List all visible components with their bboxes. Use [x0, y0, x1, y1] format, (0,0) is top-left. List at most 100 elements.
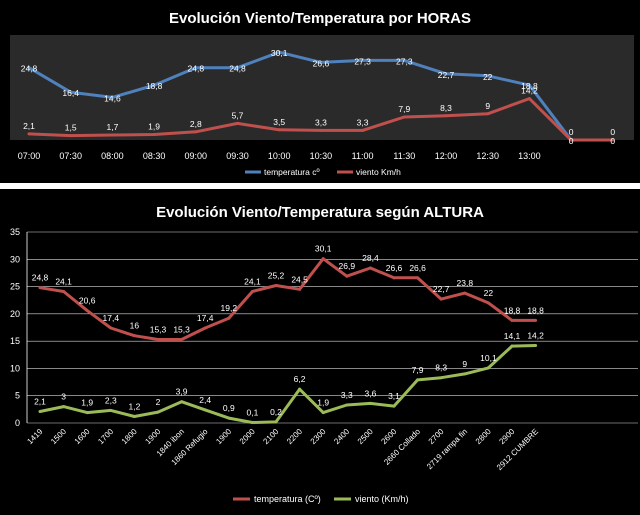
data-label: 18,8	[504, 305, 521, 315]
data-point	[345, 403, 349, 407]
data-point	[298, 287, 302, 291]
data-point	[85, 309, 89, 313]
data-label: 14,6	[104, 93, 121, 103]
data-label: 7,9	[398, 104, 410, 114]
data-label: 0	[610, 127, 615, 137]
data-point	[109, 326, 113, 330]
data-point	[510, 318, 514, 322]
data-label: 24,8	[229, 64, 246, 74]
series-line-temperatura	[39, 257, 536, 341]
data-label: 18,8	[527, 305, 544, 315]
data-point	[486, 112, 490, 116]
data-label: 24,1	[244, 276, 261, 286]
x-tick-label: 2000	[238, 427, 257, 446]
data-label: 15,3	[150, 325, 167, 335]
altitude-chart: Evolución Viento/Temperatura según ALTUR…	[10, 204, 638, 504]
x-tick-label: 13:00	[518, 151, 541, 161]
data-label: 0	[569, 136, 574, 146]
data-label: 17,4	[103, 313, 120, 323]
data-label: 1,2	[128, 401, 140, 411]
data-label: 10,1	[480, 353, 497, 363]
data-point	[444, 72, 448, 76]
data-point	[236, 121, 239, 125]
data-label: 5,7	[232, 110, 244, 120]
data-point	[194, 66, 198, 70]
data-label: 19,2	[221, 303, 238, 313]
x-tick-label: 1419	[25, 427, 44, 446]
data-point	[534, 318, 538, 322]
data-point	[274, 283, 278, 287]
x-tick-label: 2700	[427, 427, 446, 446]
data-label: 24,8	[21, 64, 38, 74]
data-point	[298, 387, 302, 391]
data-point	[203, 408, 207, 412]
data-label: 22	[483, 72, 493, 82]
data-label: 26,9	[339, 261, 356, 271]
data-point	[527, 97, 531, 101]
data-label: 2,8	[190, 119, 202, 129]
x-tick-label: 2500	[356, 427, 375, 446]
data-label: 1,5	[65, 123, 77, 133]
data-point	[132, 414, 136, 418]
x-tick-label: 2400	[332, 427, 351, 446]
data-point	[27, 66, 31, 70]
data-point	[368, 401, 372, 405]
x-tick-label: 08:00	[101, 151, 124, 161]
data-label: 26,6	[313, 58, 330, 68]
data-label: 0,9	[223, 403, 235, 413]
x-tick-label: 07:30	[59, 151, 82, 161]
data-label: 3,6	[364, 388, 376, 398]
data-point	[236, 66, 239, 70]
x-tick-label: 1900	[214, 427, 233, 446]
data-label: 1,9	[148, 121, 160, 131]
data-point	[203, 326, 207, 330]
y-tick-label: 25	[10, 282, 20, 292]
data-point	[277, 128, 281, 132]
data-point	[85, 411, 89, 415]
data-point	[180, 338, 184, 342]
data-point	[156, 338, 160, 342]
data-point	[534, 344, 538, 348]
data-label: 3,3	[341, 390, 353, 400]
y-tick-label: 0	[15, 418, 20, 428]
data-point	[27, 132, 31, 136]
data-label: 16,4	[62, 88, 79, 98]
data-point	[69, 134, 73, 138]
y-tick-label: 35	[10, 227, 20, 237]
data-point	[439, 376, 443, 380]
data-label: 0	[610, 136, 615, 146]
data-point	[156, 410, 160, 414]
data-point	[416, 276, 420, 280]
data-label: 7,9	[412, 365, 424, 375]
data-label: 2,3	[105, 395, 117, 405]
x-tick-label: 2200	[285, 427, 304, 446]
x-tick-label: 11:30	[393, 151, 415, 161]
data-point	[62, 289, 66, 293]
chart-divider	[0, 183, 640, 189]
data-point	[510, 344, 514, 348]
data-point	[319, 128, 323, 132]
legend-label: viento Km/h	[356, 167, 401, 177]
data-label: 24,1	[55, 276, 72, 286]
x-tick-label: 2300	[309, 427, 328, 446]
data-label: 24,8	[32, 273, 49, 283]
data-point	[416, 378, 420, 382]
data-label: 9	[462, 359, 467, 369]
series-line-viento	[39, 344, 536, 424]
data-point	[463, 291, 467, 295]
data-label: 0	[569, 127, 574, 137]
data-point	[361, 128, 365, 132]
data-label: 2,1	[34, 397, 46, 407]
data-label: 20,6	[79, 296, 96, 306]
data-point	[152, 83, 156, 87]
x-tick-label: 2100	[261, 427, 280, 446]
legend-label: temperatura cº	[264, 167, 320, 177]
data-point	[392, 276, 396, 280]
data-point	[110, 133, 114, 137]
data-point	[321, 411, 325, 415]
x-tick-label: 10:00	[268, 151, 291, 161]
x-tick-label: 11:00	[352, 151, 374, 161]
data-label: 3,9	[176, 387, 188, 397]
x-tick-label: 2900	[497, 427, 516, 446]
